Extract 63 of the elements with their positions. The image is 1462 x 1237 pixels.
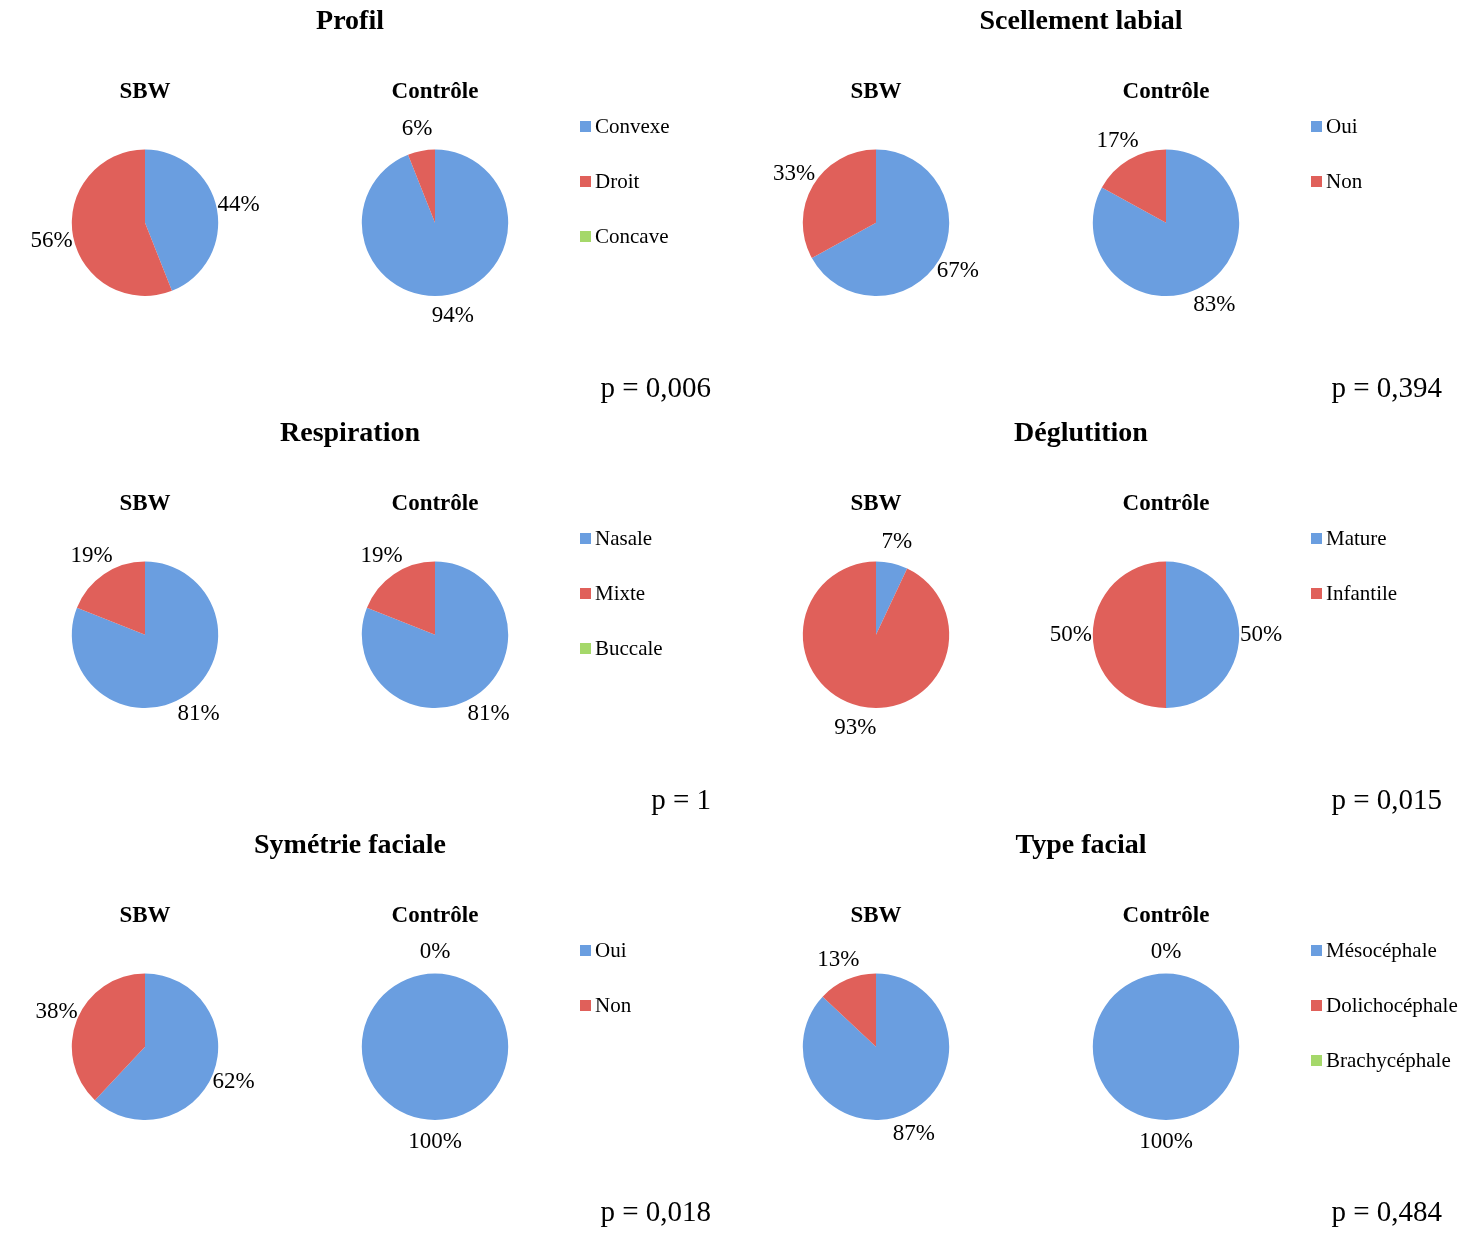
data-label: 87%	[892, 1120, 935, 1146]
data-label: 56%	[30, 226, 73, 252]
data-label: 38%	[35, 997, 78, 1023]
text: p = 0,484	[1331, 1195, 1442, 1228]
data-label: 83%	[1193, 290, 1236, 316]
slice-label: SBW	[119, 77, 171, 103]
data-label: 94%	[431, 302, 474, 328]
chart-title: Respiration	[279, 416, 421, 449]
data-label: 13%	[817, 945, 860, 971]
data-label: 50%	[1049, 620, 1092, 646]
legend-label: Convexe	[595, 114, 670, 139]
data-label: 81%	[177, 699, 220, 725]
slice-label: Contrôle	[391, 77, 479, 103]
legend-label: Mésocéphale	[1326, 938, 1437, 963]
data-label: 6%	[401, 115, 433, 141]
data-label: 93%	[834, 713, 877, 739]
chart-title: Symétrie faciale	[253, 828, 447, 861]
legend-label: Droit	[595, 169, 640, 194]
chart-title: Scellement labial	[978, 4, 1184, 37]
data-label: 81%	[467, 699, 510, 725]
text: p = 0,394	[1331, 371, 1442, 404]
slice-label: SBW	[119, 489, 171, 515]
legend-label: Concave	[595, 224, 669, 249]
text: 0%	[1150, 937, 1182, 963]
data-label: 19%	[70, 542, 113, 568]
slice-label: SBW	[119, 901, 171, 927]
text: p = 0,018	[600, 1195, 711, 1228]
data-label: 67%	[936, 257, 979, 283]
data-label: 62%	[212, 1067, 255, 1093]
data-label: 7%	[881, 527, 913, 553]
text: 0%	[419, 937, 451, 963]
slice-label: Contrôle	[1122, 489, 1210, 515]
slice-label: SBW	[850, 77, 902, 103]
legend-label: Non	[1326, 169, 1363, 194]
legend-label: Oui	[595, 938, 627, 963]
slice-label: Contrôle	[391, 901, 479, 927]
legend-label: Non	[595, 993, 632, 1018]
data-label: 33%	[773, 160, 816, 186]
slice-label: SBW	[850, 901, 902, 927]
text: p = 1	[651, 783, 711, 816]
chart-title: Profil	[315, 4, 385, 37]
slice-label: Contrôle	[1122, 901, 1210, 927]
data-label: 19%	[360, 542, 403, 568]
slice-label: Contrôle	[1122, 77, 1210, 103]
slice-label: SBW	[850, 489, 902, 515]
text: p = 0,015	[1331, 783, 1442, 816]
legend-label: Infantile	[1326, 581, 1398, 606]
data-label: 44%	[217, 191, 260, 217]
chart-title: Déglutition	[1013, 416, 1149, 449]
chart-title: Type facial	[1014, 828, 1148, 861]
legend-label: Mixte	[595, 581, 646, 606]
legend-label: Nasale	[595, 526, 653, 551]
legend-label: Brachycéphale	[1326, 1048, 1451, 1073]
data-label: 50%	[1240, 620, 1283, 646]
data-label: 100%	[1139, 1128, 1193, 1154]
legend-label: Mature	[1326, 526, 1387, 551]
text: p = 0,006	[600, 371, 711, 404]
legend-label: Dolichocéphale	[1326, 993, 1458, 1018]
slice-label: Contrôle	[391, 489, 479, 515]
legend-label: Buccale	[595, 636, 663, 661]
data-label: 17%	[1096, 126, 1139, 152]
legend-label: Oui	[1326, 114, 1358, 139]
data-label: 100%	[408, 1128, 462, 1154]
